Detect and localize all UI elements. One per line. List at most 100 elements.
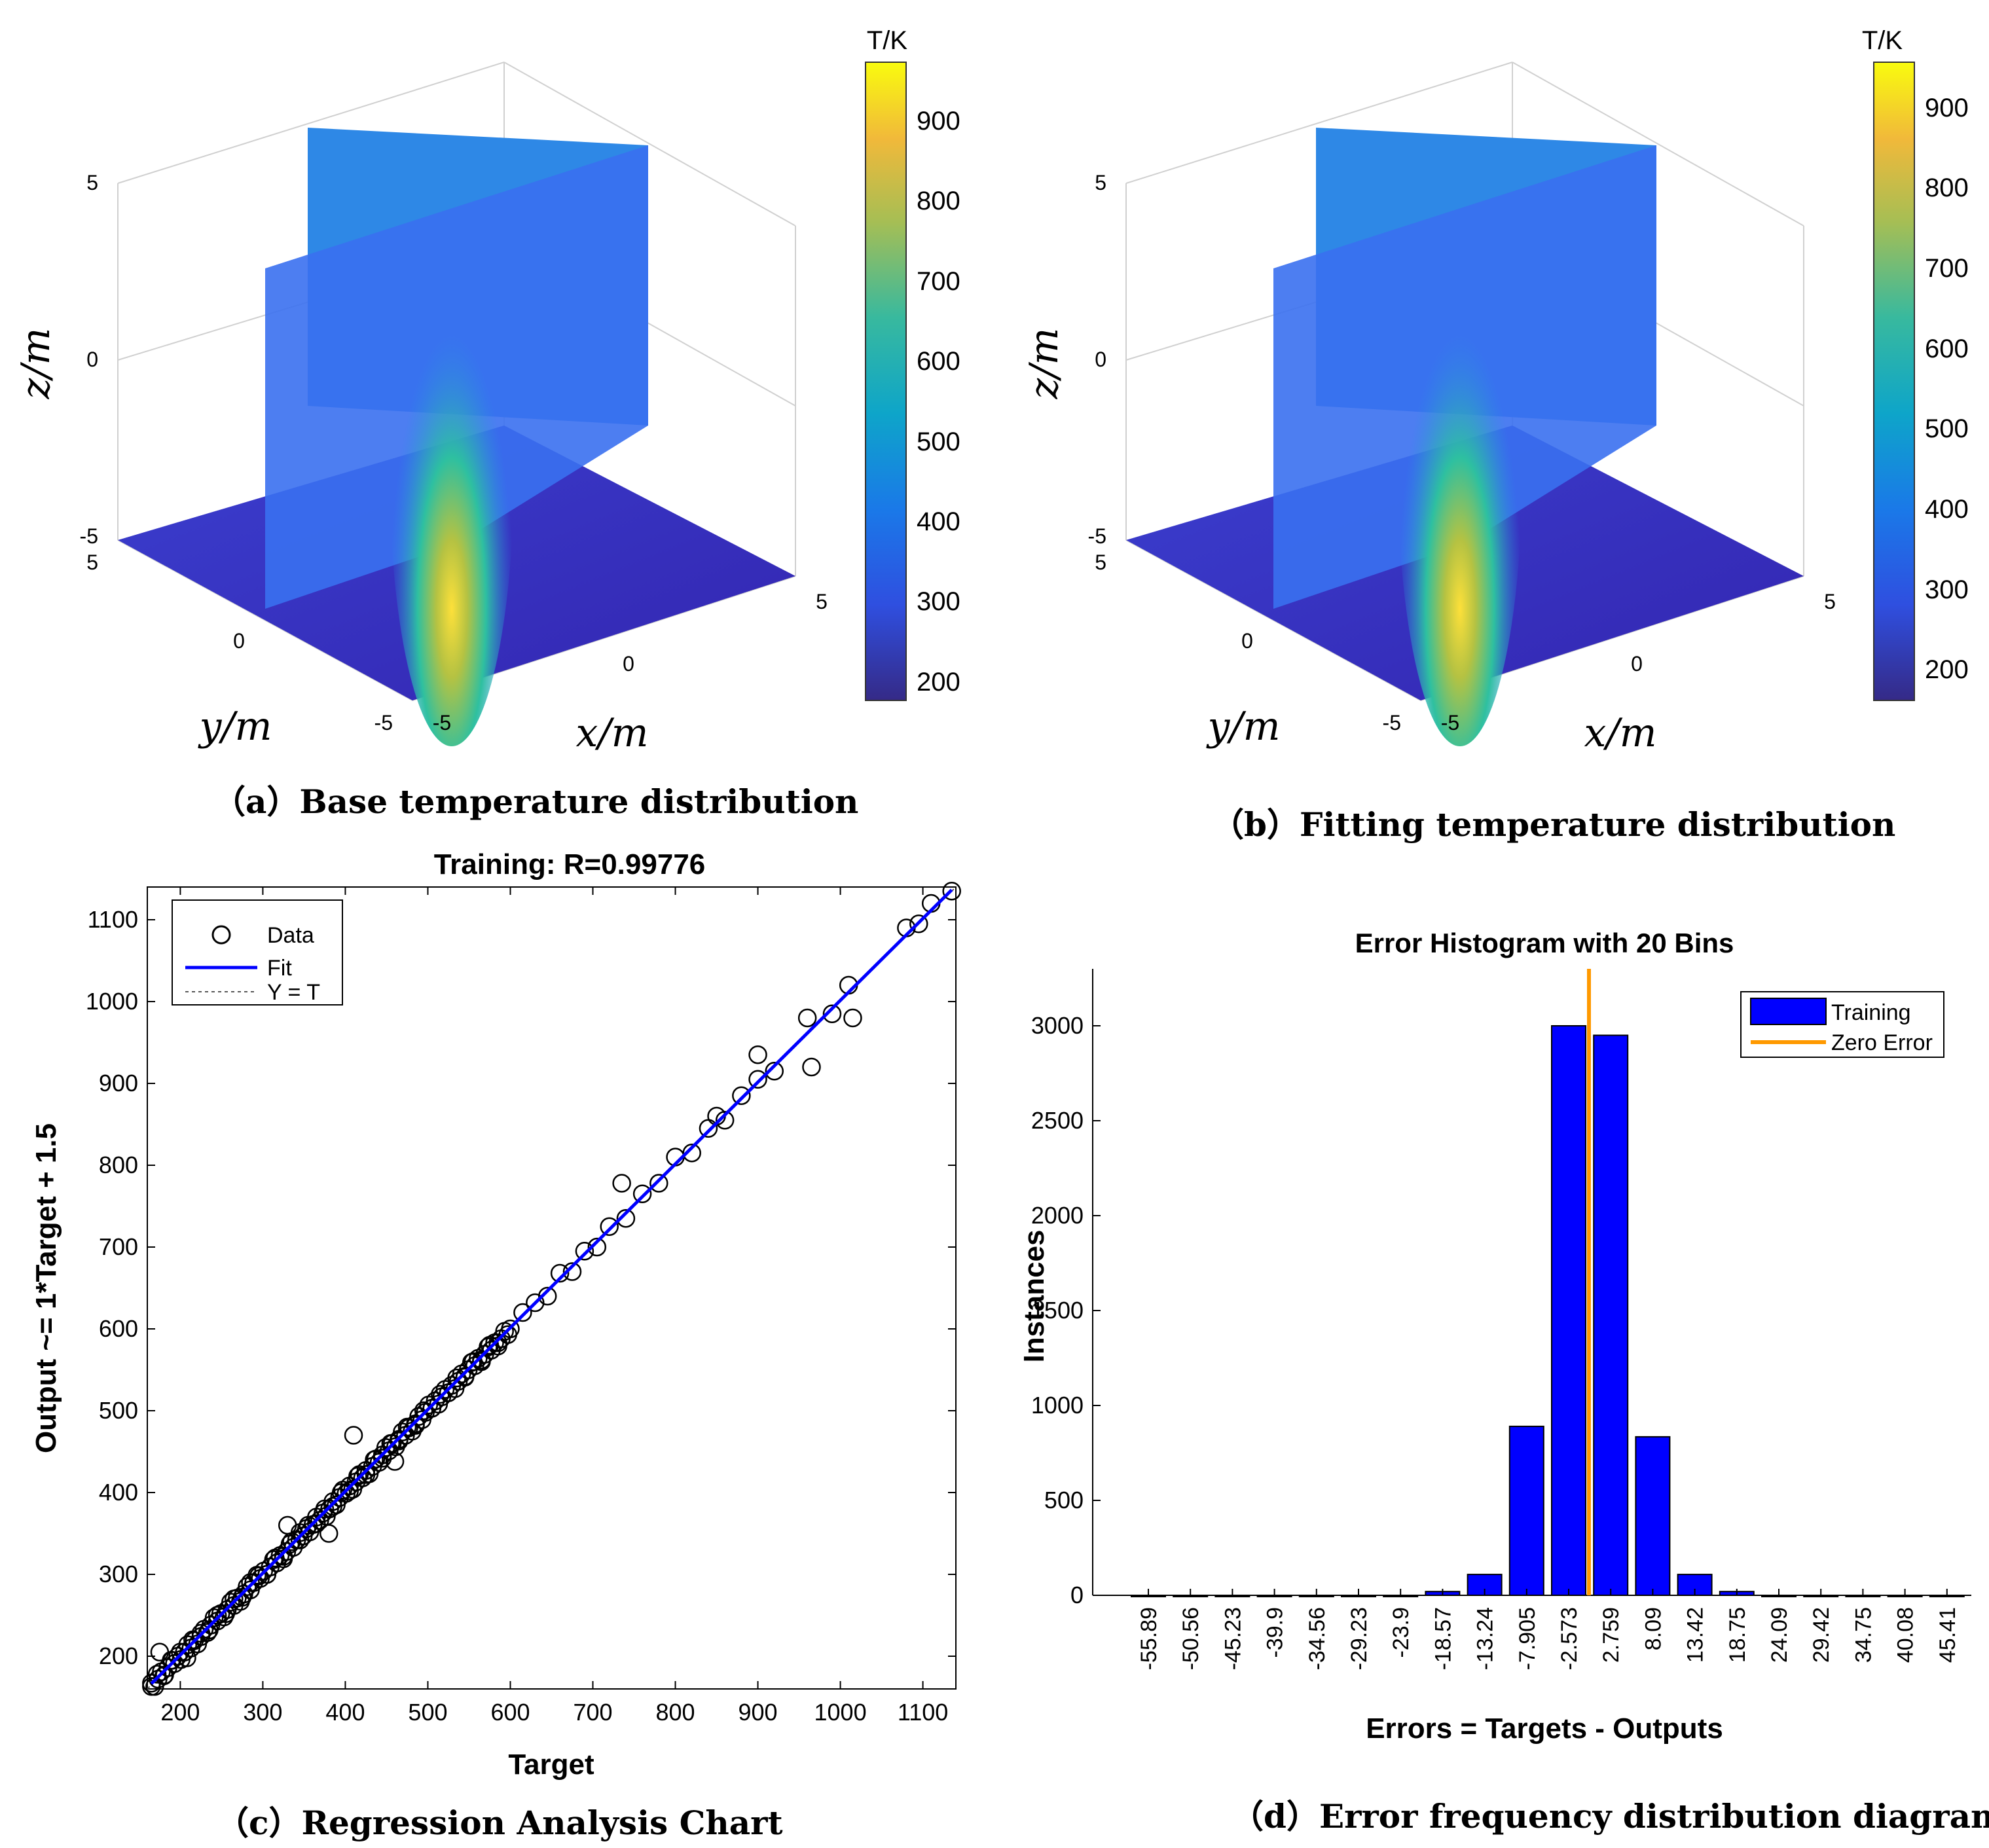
x-tick: -5: [1441, 711, 1459, 734]
x-tick-label: 1000: [814, 1699, 867, 1726]
y-tick-label: 1100: [88, 906, 138, 933]
y-tick-label: 1000: [1031, 1392, 1084, 1419]
data-point: [266, 1548, 285, 1568]
colorbar-label: T/K: [1862, 26, 1903, 55]
x-axis-label: x/m: [1584, 710, 1657, 756]
x-tick-label: -39.9: [1263, 1607, 1288, 1658]
legend-marker-training: [1750, 998, 1827, 1025]
colorbar-ticks: 900 800 700 600 500 400 300 200: [917, 107, 960, 697]
y-ticks: 200 300 400 500 600 700 800 900 1000 1100: [86, 906, 956, 1669]
x-tick-label: 45.41: [1935, 1607, 1960, 1663]
hot-plume: [1398, 196, 1522, 746]
data-point: [381, 1434, 401, 1453]
data-point: [373, 1449, 392, 1468]
histogram-bar: [1256, 1595, 1292, 1597]
panel-b-3d-slice-plot: 5 0 -5 5 0 -5 -5 0 5 z/m y/m x/m T/K 900…: [1021, 26, 1969, 756]
data-point: [390, 1432, 409, 1451]
x-tick-label: 800: [655, 1699, 695, 1726]
data-point: [319, 1524, 338, 1543]
x-tick: 5: [816, 590, 828, 613]
y-tick-label: 200: [99, 1642, 138, 1669]
data-point: [455, 1367, 475, 1386]
z-tick: 0: [86, 348, 98, 371]
data-point: [356, 1465, 376, 1484]
y-tick: 0: [1241, 629, 1253, 653]
data-point: [765, 1062, 784, 1081]
data-point: [431, 1385, 450, 1404]
colorbar-tick: 600: [1925, 335, 1969, 363]
x-tick-label: -23.9: [1389, 1607, 1414, 1658]
x-tick-label: 29.42: [1809, 1607, 1834, 1663]
data-point: [171, 1642, 190, 1661]
data-point: [942, 882, 961, 901]
data-point: [575, 1242, 594, 1261]
z-axis-label: z/m: [1021, 328, 1067, 400]
x-tick-label: -50.56: [1178, 1607, 1203, 1670]
x-tick-label: -13.24: [1473, 1607, 1498, 1670]
x-tick-label: 700: [573, 1699, 612, 1726]
chart-title: Error Histogram with 20 Bins: [1355, 928, 1734, 958]
data-point: [344, 1426, 363, 1445]
data-point: [406, 1416, 425, 1435]
histogram-bar: [1173, 1595, 1209, 1597]
data-point: [600, 1217, 619, 1236]
data-point: [439, 1383, 458, 1402]
data-point: [249, 1567, 268, 1585]
x-ticks: -55.89 -50.56 -45.23 -39.9 -34.56 -29.23 -23.9…: [1137, 1589, 1960, 1670]
histogram-bar: [1341, 1595, 1376, 1597]
data-point: [447, 1368, 466, 1388]
bars: [1131, 1025, 1965, 1597]
y-tick-label: 1500: [1031, 1297, 1084, 1324]
z-tick: 5: [86, 171, 98, 194]
y-axis-label: y/m: [197, 704, 272, 750]
colorbar-tick: 700: [1925, 254, 1969, 283]
data-points: [142, 882, 961, 1696]
legend-entry: Data: [267, 923, 314, 948]
data-point: [715, 1111, 735, 1130]
y-tick: 0: [233, 629, 245, 653]
histogram-bar: [1214, 1595, 1250, 1597]
hot-plume: [390, 196, 514, 746]
data-point: [200, 1620, 219, 1640]
histogram-bar: [1593, 1034, 1629, 1596]
y-axis-label: Instances: [1018, 1230, 1050, 1363]
x-tick-label: 13.42: [1683, 1607, 1708, 1663]
z-tick: 0: [1095, 348, 1106, 371]
y-tick-label: 500: [1044, 1487, 1084, 1513]
histogram-bar: [1383, 1595, 1419, 1597]
data-point: [257, 1565, 276, 1584]
x-axis-label: x/m: [576, 710, 649, 756]
x-axis-label: Errors = Targets - Outputs: [1366, 1712, 1723, 1745]
y-tick-label: 2000: [1031, 1202, 1084, 1229]
x-tick-label: 300: [243, 1699, 282, 1726]
colorbar-tick: 900: [917, 107, 960, 136]
x-tick-label: 34.75: [1851, 1607, 1876, 1663]
data-point: [501, 1319, 520, 1339]
data-point: [348, 1466, 367, 1486]
y-tick: -5: [374, 711, 393, 734]
y-axis-label: y/m: [1205, 704, 1280, 750]
colorbar-ticks: 900 800 700 600 500 400 300 200: [1925, 94, 1969, 684]
x-tick-label: 200: [160, 1699, 200, 1726]
z-axis-label: z/m: [13, 328, 59, 400]
colorbar-tick: 400: [1925, 495, 1969, 524]
panel-a-3d-slice-plot: 5 0 -5 5 0 -5 -5 0 5 z/m y/m x/m T/K 900…: [13, 26, 960, 756]
data-point: [422, 1399, 442, 1418]
x-ticks: 200 300 400 500 600 700 800 900 1000 1100: [160, 887, 948, 1726]
y-ticks: 0 500 1000 1500 2000 2500 3000: [1031, 1012, 1101, 1608]
histogram-bar: [1635, 1436, 1671, 1596]
data-point: [307, 1514, 326, 1533]
y-tick-label: 800: [99, 1151, 138, 1178]
fit-line: [150, 888, 953, 1685]
colorbar-tick: 300: [1925, 575, 1969, 604]
colorbar-tick: 300: [917, 587, 960, 616]
data-point: [278, 1515, 297, 1535]
y-tick-label: 600: [99, 1315, 138, 1342]
caption-c: （c）Regression Analysis Chart: [216, 1803, 783, 1842]
data-point: [538, 1286, 557, 1306]
panel-c-regression-chart: Training: R=0.99776 200 300 400 500 600 700 80…: [30, 848, 961, 1781]
histogram-bar: [1298, 1595, 1334, 1597]
data-point: [315, 1499, 335, 1519]
panel-d-error-histogram: Error Histogram with 20 Bins 0 500 1000 150…: [1018, 928, 1971, 1745]
caption-d: （d）Error frequency distribution diagram: [1231, 1797, 1989, 1836]
